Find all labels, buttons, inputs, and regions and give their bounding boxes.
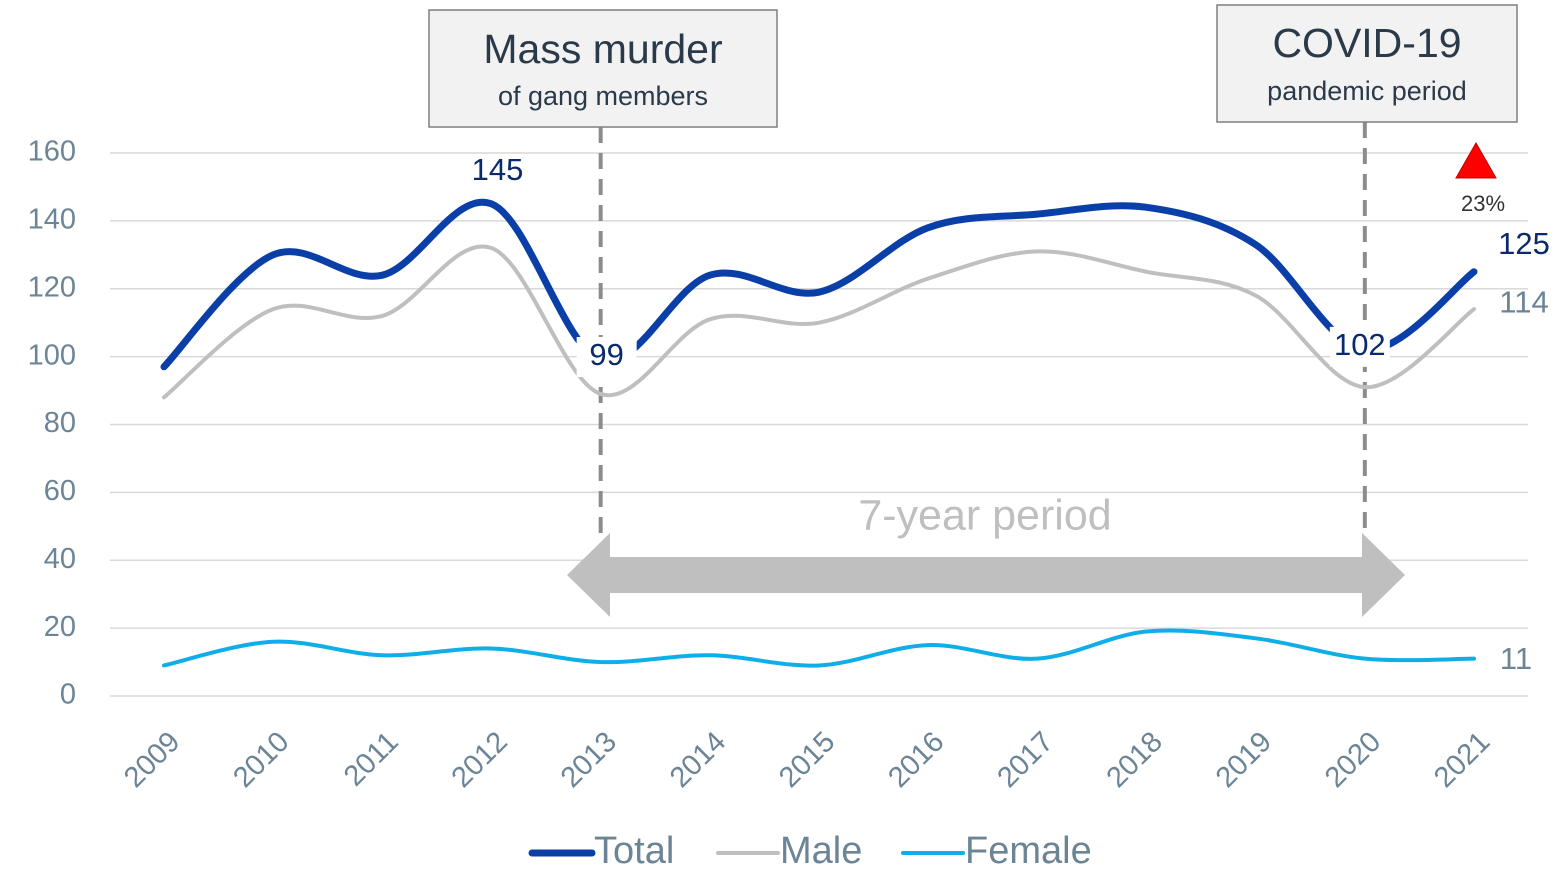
x-tick-label: 2009 — [118, 726, 186, 794]
x-tick-label: 2017 — [991, 726, 1059, 794]
x-tick-label: 2016 — [882, 726, 950, 794]
increase-icon — [1455, 141, 1497, 179]
x-tick-label: 2014 — [664, 726, 732, 794]
line — [162, 244, 1476, 400]
x-tick-label: 2012 — [446, 726, 514, 794]
annotation-text: of gang members — [498, 81, 708, 111]
y-tick-label: 20 — [44, 611, 76, 643]
change-label: 23% — [1461, 191, 1505, 216]
data-label: 125 — [1498, 226, 1550, 261]
annotation-text: pandemic period — [1267, 76, 1467, 106]
annotation-box — [428, 9, 778, 128]
y-tick-label: 80 — [44, 407, 76, 439]
x-tick-label: 2013 — [555, 726, 623, 794]
legend-label: Female — [965, 830, 1092, 872]
data-label: 102 — [1334, 327, 1386, 362]
annotation-title: COVID-19 — [1272, 20, 1461, 66]
annotation-title: Mass murder — [483, 26, 722, 72]
data-label: 145 — [472, 152, 524, 187]
y-tick-label: 0 — [60, 679, 76, 711]
label-background — [576, 337, 637, 378]
line — [160, 198, 1478, 371]
legend-label: Male — [780, 830, 862, 872]
x-tick-label: 2015 — [773, 726, 841, 794]
x-tick-label: 2021 — [1428, 726, 1496, 794]
y-tick-label: 60 — [44, 475, 76, 507]
x-tick-label: 2010 — [227, 726, 295, 794]
data-label: 114 — [1499, 284, 1548, 319]
data-label: 99 — [589, 337, 623, 372]
label-background — [1329, 326, 1390, 367]
y-tick-label: 40 — [44, 543, 76, 575]
legend-label: Total — [594, 830, 674, 872]
y-tick-label: 140 — [28, 204, 76, 236]
x-tick-label: 2020 — [1319, 726, 1387, 794]
y-tick-label: 160 — [28, 136, 76, 168]
data-label: 11 — [1500, 641, 1532, 676]
plot: 0 20 40 60 80 100 120 140 160 2009 2010 2011 2012 201… — [28, 122, 1550, 872]
annotation-box — [1216, 4, 1518, 123]
x-tick-label: 2011 — [338, 726, 405, 793]
y-tick-label: 120 — [28, 271, 76, 303]
x-tick-label: 2018 — [1101, 726, 1169, 794]
x-tick-label: 2019 — [1210, 726, 1278, 794]
period-label: 7-year period — [858, 491, 1111, 539]
line — [162, 628, 1476, 668]
period-arrow — [567, 533, 1405, 617]
y-tick-label: 100 — [28, 339, 76, 371]
